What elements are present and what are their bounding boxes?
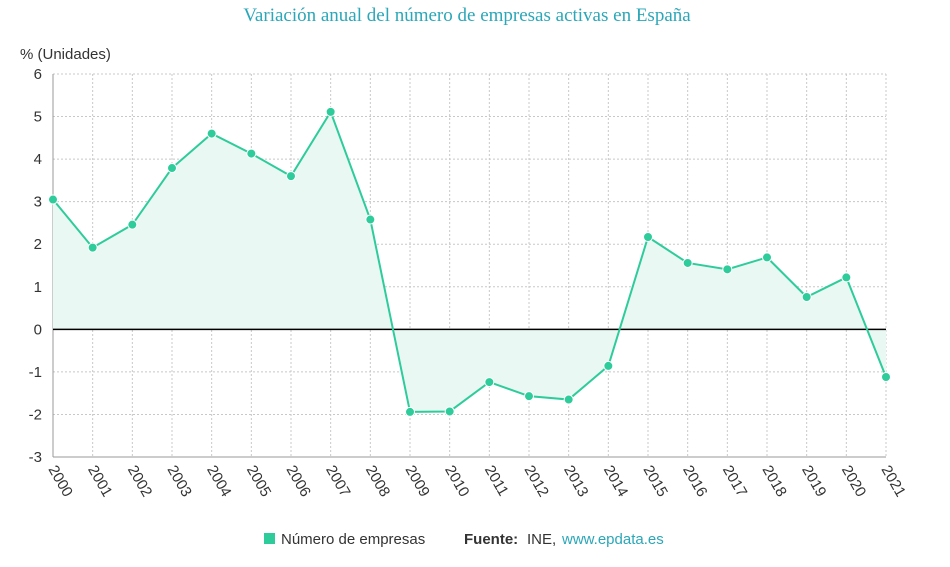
legend-source-text: INE, (527, 531, 556, 548)
legend: Número de empresas Fuente: INE, www.epda… (264, 531, 664, 548)
legend-swatch[interactable] (264, 533, 275, 544)
y-tick-label: 0 (34, 321, 42, 338)
x-tick-label: 2008 (362, 463, 393, 500)
x-tick-label: 2000 (45, 463, 76, 500)
y-tick-label: 1 (34, 279, 42, 296)
x-tick-label: 2017 (719, 463, 750, 500)
y-tick-label: 2 (34, 236, 42, 253)
y-tick-label: 6 (34, 66, 42, 83)
data-point-2008[interactable] (365, 214, 376, 225)
y-tick-label: 5 (34, 109, 42, 126)
data-point-2010[interactable] (444, 406, 455, 417)
y-tick-label: 3 (34, 194, 42, 211)
data-point-2015[interactable] (643, 231, 653, 242)
x-tick-label: 2010 (441, 463, 472, 500)
x-tick-label: 2001 (84, 463, 115, 500)
x-tick-label: 2009 (402, 463, 433, 500)
data-point-2019[interactable] (801, 291, 812, 302)
series-points (48, 106, 891, 417)
data-point-2002[interactable] (127, 219, 138, 230)
data-point-2009[interactable] (405, 406, 415, 417)
x-tick-label: 2013 (560, 463, 591, 500)
data-point-2000[interactable] (48, 194, 58, 205)
data-point-2007[interactable] (325, 106, 336, 117)
x-tick-label: 2005 (243, 463, 274, 500)
x-tick-label: 2019 (798, 463, 829, 500)
data-point-2006[interactable] (286, 171, 296, 182)
x-tick-label: 2020 (838, 463, 869, 500)
series-line (52, 109, 887, 413)
data-point-2018[interactable] (762, 252, 772, 263)
x-tick-label: 2015 (640, 463, 671, 500)
x-tick-label: 2012 (521, 463, 552, 500)
legend-series-label[interactable]: Número de empresas (281, 531, 425, 548)
y-tick-label: 4 (34, 151, 42, 168)
x-tick-label: 2018 (759, 463, 790, 500)
data-point-2013[interactable] (563, 394, 574, 405)
x-tick-labels: 2000 2001 2002 2003 2004 2005 2006 2007 2008 2009… (45, 463, 909, 500)
data-point-2012[interactable] (524, 391, 534, 402)
y-tick-labels: 6 5 4 3 2 1 0 -1 -2 -3 (29, 66, 42, 466)
x-tick-label: 2002 (124, 463, 155, 500)
data-point-2021[interactable] (881, 371, 891, 382)
data-point-2005[interactable] (246, 148, 257, 159)
x-tick-label: 2003 (164, 463, 195, 500)
x-tick-label: 2016 (679, 463, 710, 500)
x-tick-label: 2014 (600, 463, 631, 500)
y-axis-label: % (Unidades) (20, 46, 111, 63)
data-point-2014[interactable] (603, 360, 614, 371)
data-point-2004[interactable] (206, 128, 217, 139)
x-tick-label: 2007 (322, 463, 353, 500)
x-tick-label: 2006 (283, 463, 314, 500)
x-tick-label: 2011 (481, 463, 512, 499)
data-point-2001[interactable] (87, 242, 98, 253)
legend-source-link[interactable]: www.epdata.es (561, 531, 664, 548)
x-tick-label: 2004 (203, 463, 234, 500)
data-point-2003[interactable] (167, 163, 177, 174)
data-point-2020[interactable] (841, 272, 852, 283)
y-tick-label: -2 (29, 406, 42, 423)
data-point-2016[interactable] (682, 257, 693, 268)
legend-source-label: Fuente: (464, 531, 518, 548)
x-tick-label: 2021 (878, 463, 909, 500)
y-tick-label: -1 (29, 364, 42, 381)
chart-title: Variación anual del número de empresas a… (243, 5, 691, 26)
data-point-2011[interactable] (484, 377, 495, 388)
data-point-2017[interactable] (722, 264, 733, 275)
series-area-fill (53, 111, 886, 412)
y-tick-label: -3 (29, 449, 42, 466)
